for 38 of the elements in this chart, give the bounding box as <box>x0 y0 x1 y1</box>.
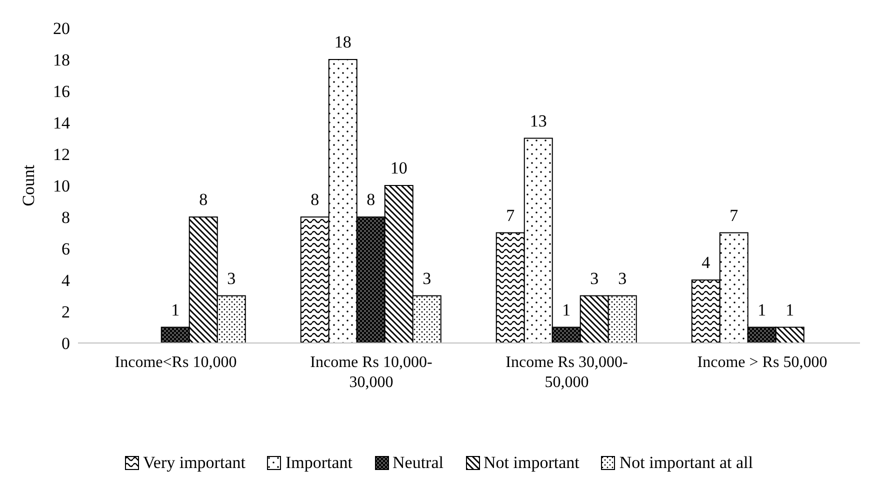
y-tick-label: 12 <box>53 145 70 164</box>
x-tick-label: Income > Rs 50,000 <box>697 354 828 371</box>
data-label: 1 <box>786 300 794 320</box>
y-tick-label: 16 <box>53 82 70 102</box>
legend-label: Not important at all <box>618 453 753 473</box>
y-tick-label: 4 <box>62 271 70 290</box>
data-label: 7 <box>730 206 739 225</box>
data-label: 13 <box>530 111 547 130</box>
y-axis-title: Count <box>19 164 38 206</box>
data-label: 3 <box>618 268 627 288</box>
data-label: 3 <box>422 268 432 288</box>
data-label: 3 <box>227 268 236 288</box>
x-tick-label: Income Rs 10,000-30,000 <box>310 354 432 391</box>
data-label: 3 <box>590 268 599 288</box>
data-label: 18 <box>334 32 352 52</box>
data-label: 1 <box>562 300 571 320</box>
data-label: 10 <box>390 158 408 178</box>
y-tick-label: 18 <box>53 50 70 70</box>
y-tick-label: 20 <box>53 19 70 38</box>
data-label: 8 <box>310 190 320 209</box>
legend-label: Very important <box>142 453 246 473</box>
legend-label: Important <box>284 453 353 473</box>
y-tick-label: 2 <box>62 302 70 322</box>
x-tick-label: Income Rs 30,000-50,000 <box>506 354 628 391</box>
y-tick-label: 6 <box>62 240 70 259</box>
y-tick-label: 14 <box>53 114 70 133</box>
legend-label: Neutral <box>392 453 444 473</box>
legend-label: Not important <box>482 453 580 473</box>
data-label: 8 <box>366 190 376 209</box>
y-tick-label: 10 <box>53 176 70 196</box>
x-tick-label: Income<Rs 10,000 <box>114 354 237 371</box>
data-label: 8 <box>199 190 208 209</box>
data-label: 1 <box>171 300 180 320</box>
y-tick-label: 0 <box>62 334 70 354</box>
data-label: 7 <box>506 206 516 225</box>
data-label: 1 <box>758 300 766 320</box>
y-tick-label: 8 <box>62 208 70 228</box>
data-label: 4 <box>702 253 711 272</box>
